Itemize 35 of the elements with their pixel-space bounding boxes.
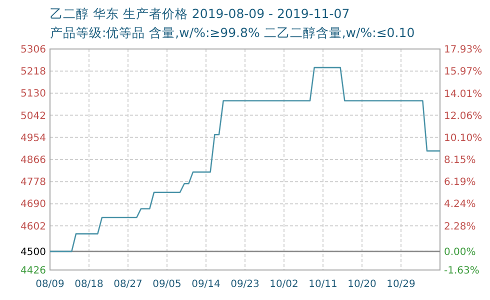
- x-tick-label: 10/11: [308, 279, 338, 290]
- y-tick-label: 5130: [20, 88, 46, 100]
- x-tick-label: 08/09: [36, 279, 64, 290]
- x-tick-label: 09/05: [152, 279, 182, 290]
- x-tick-label: 10/20: [348, 279, 376, 290]
- y2-tick-label: -1.63%: [444, 266, 480, 276]
- y2-tick-label: 10.10%: [444, 132, 482, 144]
- y-tick-label: 5042: [20, 110, 46, 122]
- y2-tick-label: 0.00%: [444, 247, 476, 258]
- y-tick-label: 4954: [20, 132, 46, 144]
- y2-tick-label: 2.28%: [444, 221, 476, 232]
- line-series: [49, 66, 441, 252]
- x-tick-label: 10/29: [386, 279, 416, 290]
- x-tick-label: 09/14: [192, 279, 220, 290]
- chart-title: 乙二醇 华东 生产者价格 2019-08-09 - 2019-11-07: [50, 6, 350, 21]
- y-tick-label: 4500: [20, 246, 46, 258]
- chart-subtitle: 产品等级:优等品 含量,w/%:≥99.8% 二乙二醇含量,w/%:≤0.10: [50, 25, 415, 40]
- y-tick-label: 5306: [20, 44, 46, 56]
- x-tick-label: 09/23: [230, 279, 260, 290]
- y-tick-label: 4778: [20, 177, 46, 188]
- y2-tick-label: 12.06%: [444, 110, 482, 122]
- y-tick-label: 5218: [20, 66, 46, 78]
- y2-tick-label: 6.19%: [444, 177, 476, 188]
- y-tick-label: 4426: [20, 266, 46, 276]
- y-tick-label: 4690: [20, 199, 46, 210]
- x-tick-label: 08/27: [114, 279, 142, 290]
- y2-tick-label: 15.97%: [444, 66, 482, 78]
- y2-tick-label: 8.15%: [444, 155, 476, 166]
- y-tick-label: 4866: [20, 155, 46, 166]
- y2-tick-label: 4.24%: [444, 199, 476, 210]
- y2-tick-label: 14.01%: [444, 88, 482, 100]
- y2-tick-label: 17.93%: [444, 44, 482, 56]
- x-tick-label: 08/18: [74, 279, 104, 290]
- y-tick-label: 4602: [20, 221, 46, 232]
- x-tick-label: 10/02: [270, 279, 298, 290]
